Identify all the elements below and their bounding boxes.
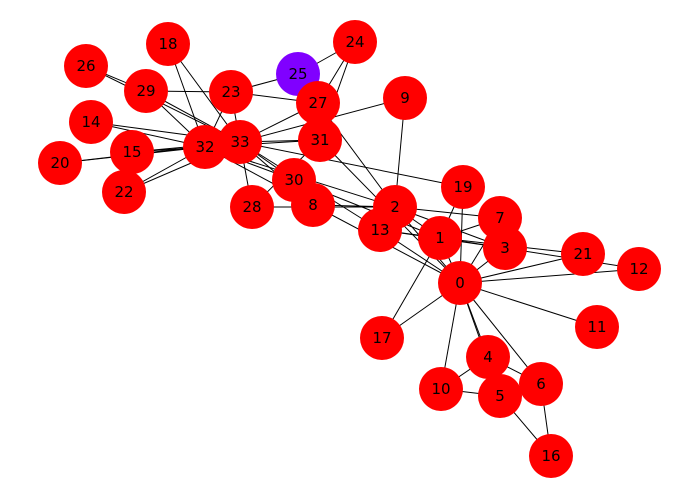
node-circle <box>333 20 377 64</box>
node-circle <box>64 44 108 88</box>
node-label: 23 <box>221 83 240 101</box>
node-5: 5 <box>478 374 522 418</box>
node-14: 14 <box>69 100 113 144</box>
node-label: 21 <box>573 245 592 263</box>
node-label: 27 <box>308 94 327 112</box>
edge-0-12 <box>459 268 640 284</box>
node-circle <box>146 22 190 66</box>
node-label: 15 <box>122 143 141 161</box>
node-18: 18 <box>146 22 190 66</box>
node-15: 15 <box>110 130 154 174</box>
node-28: 28 <box>230 185 274 229</box>
node-4: 4 <box>466 335 510 379</box>
node-label: 33 <box>230 133 249 151</box>
node-label: 16 <box>541 447 560 465</box>
node-circle <box>102 170 146 214</box>
node-27: 27 <box>296 81 340 125</box>
node-label: 17 <box>372 329 391 347</box>
node-circle <box>529 434 573 478</box>
node-label: 6 <box>536 375 546 393</box>
node-label: 20 <box>50 154 69 172</box>
node-circle <box>617 247 661 291</box>
node-label: 31 <box>310 131 329 149</box>
node-label: 25 <box>288 65 307 83</box>
node-label: 30 <box>284 171 303 189</box>
node-circle <box>575 305 619 349</box>
node-33: 33 <box>218 120 262 164</box>
node-circle <box>296 81 340 125</box>
node-label: 10 <box>431 380 450 398</box>
node-label: 32 <box>195 138 214 156</box>
node-12: 12 <box>617 247 661 291</box>
node-22: 22 <box>102 170 146 214</box>
node-1: 1 <box>418 216 462 260</box>
node-label: 19 <box>453 178 472 196</box>
node-20: 20 <box>38 141 82 185</box>
node-10: 10 <box>419 367 463 411</box>
node-circle <box>272 158 316 202</box>
node-30: 30 <box>272 158 316 202</box>
node-circle <box>298 118 342 162</box>
node-9: 9 <box>383 76 427 120</box>
node-label: 24 <box>345 33 364 51</box>
node-circle <box>209 70 253 114</box>
nodes-layer: 0123456789101112131415161718192021222324… <box>38 20 661 478</box>
node-label: 3 <box>500 239 510 257</box>
node-32: 32 <box>183 125 227 169</box>
node-17: 17 <box>360 316 404 360</box>
edge-0-11 <box>459 282 598 328</box>
node-label: 13 <box>370 221 389 239</box>
node-circle <box>419 367 463 411</box>
node-label: 7 <box>495 209 505 227</box>
node-circle <box>38 141 82 185</box>
node-label: 5 <box>495 387 505 405</box>
node-23: 23 <box>209 70 253 114</box>
node-label: 22 <box>114 183 133 201</box>
node-19: 19 <box>441 165 485 209</box>
node-label: 14 <box>81 113 100 131</box>
node-29: 29 <box>124 69 168 113</box>
node-label: 18 <box>158 35 177 53</box>
node-label: 11 <box>587 318 606 336</box>
edge-19-33 <box>239 141 464 188</box>
node-circle <box>383 76 427 120</box>
node-24: 24 <box>333 20 377 64</box>
node-circle <box>466 335 510 379</box>
node-circle <box>218 120 262 164</box>
node-circle <box>478 374 522 418</box>
node-circle <box>124 69 168 113</box>
node-circle <box>110 130 154 174</box>
node-circle <box>441 165 485 209</box>
node-11: 11 <box>575 305 619 349</box>
node-26: 26 <box>64 44 108 88</box>
node-label: 29 <box>136 82 155 100</box>
node-6: 6 <box>519 362 563 406</box>
node-label: 9 <box>400 89 410 107</box>
node-circle <box>519 362 563 406</box>
node-circle <box>561 232 605 276</box>
node-circle <box>183 125 227 169</box>
node-label: 8 <box>308 196 318 214</box>
node-circle <box>69 100 113 144</box>
node-circle <box>478 196 522 240</box>
node-label: 4 <box>483 348 493 366</box>
node-circle <box>358 208 402 252</box>
node-21: 21 <box>561 232 605 276</box>
node-circle <box>438 261 482 305</box>
node-label: 2 <box>390 198 400 216</box>
node-label: 28 <box>242 198 261 216</box>
node-label: 0 <box>455 274 465 292</box>
node-circle <box>418 216 462 260</box>
node-label: 12 <box>629 260 648 278</box>
node-16: 16 <box>529 434 573 478</box>
node-circle <box>230 185 274 229</box>
node-13: 13 <box>358 208 402 252</box>
node-31: 31 <box>298 118 342 162</box>
node-0: 0 <box>438 261 482 305</box>
node-label: 26 <box>76 57 95 75</box>
node-circle <box>360 316 404 360</box>
node-7: 7 <box>478 196 522 240</box>
node-label: 1 <box>435 229 445 247</box>
